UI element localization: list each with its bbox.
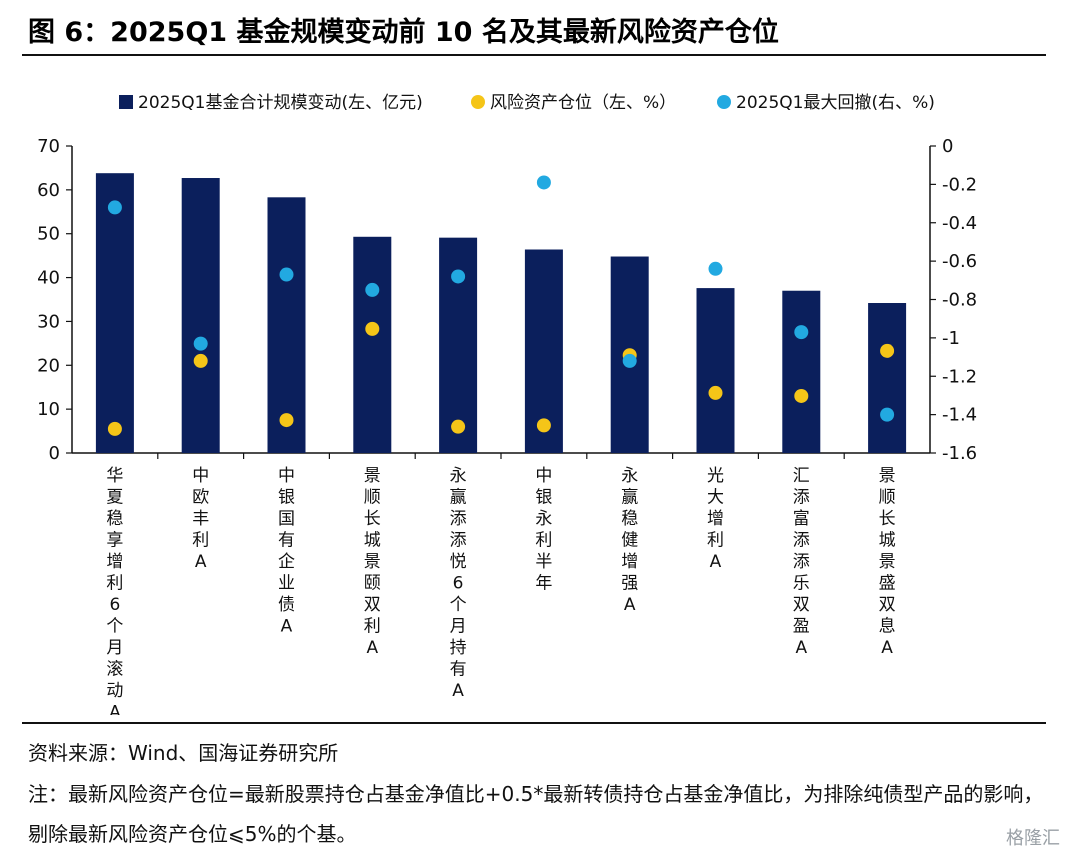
max-drawdown-point (107, 200, 122, 215)
max-drawdown-point (708, 261, 723, 276)
x-tick-label: 华夏稳享增利 6 个月滚动 A (106, 466, 123, 715)
bar (353, 236, 392, 453)
risk-position-point (794, 388, 809, 403)
bar (782, 290, 821, 453)
risk-position-point (107, 421, 122, 436)
footnote: 注：最新风险资产仓位=最新股票持仓占基金净值比+0.5*最新转债持仓占基金净值比… (28, 782, 1044, 846)
risk-position-point (880, 343, 895, 358)
x-tick-label: 中银国有企业债 A (278, 466, 295, 637)
x-tick-label: 永赢添添悦 6 个月持有 A (450, 466, 467, 701)
y-left-tick-label: 60 (37, 180, 60, 201)
y-left-tick-label: 40 (37, 268, 60, 289)
legend-dot-swatch (717, 95, 731, 109)
legend-label: 2025Q1基金合计规模变动(左、亿元) (138, 93, 423, 113)
y-right-tick-label: -0.4 (942, 213, 977, 234)
max-drawdown-point (193, 336, 208, 351)
source-divider (22, 722, 1046, 724)
title-divider (22, 54, 1046, 56)
legend-label: 2025Q1最大回撤(右、%) (736, 93, 935, 113)
max-drawdown-point (279, 267, 294, 282)
y-left-tick-label: 20 (37, 355, 60, 376)
risk-position-point (279, 413, 294, 428)
y-left-tick-label: 10 (37, 399, 60, 420)
bar (181, 178, 220, 453)
y-right-tick-label: -0.8 (942, 290, 977, 311)
max-drawdown-point (536, 175, 551, 190)
y-right-tick-label: 0 (942, 136, 953, 157)
x-tick-label: 中银永利半年 (535, 466, 552, 594)
max-drawdown-point (880, 407, 895, 422)
figure-title: 图 6：2025Q1 基金规模变动前 10 名及其最新风险资产仓位 (28, 17, 779, 48)
bar (696, 288, 735, 453)
y-left-tick-label: 30 (37, 311, 60, 332)
risk-position-point (193, 353, 208, 368)
y-left-tick-label: 50 (37, 224, 60, 245)
y-right-tick-label: -1.6 (942, 443, 977, 464)
risk-position-point (536, 418, 551, 433)
x-tick-label: 汇添富添添乐双盈 A (793, 466, 810, 658)
risk-position-point (365, 321, 380, 336)
risk-position-point (451, 419, 466, 434)
x-tick-label: 景顺长城景盛双息 A (879, 466, 896, 658)
risk-position-point (708, 385, 723, 400)
legend-dot-swatch (471, 95, 485, 109)
legend-label: 风险资产仓位（左、%） (490, 93, 676, 113)
x-tick-label: 景顺长城景颐双利 A (364, 466, 381, 658)
max-drawdown-point (365, 282, 380, 297)
max-drawdown-point (794, 325, 809, 340)
legend-bar-swatch (119, 95, 133, 109)
y-left-tick-label: 70 (37, 136, 60, 157)
bar (868, 303, 907, 453)
y-left-tick-label: 0 (49, 443, 60, 464)
bar (95, 173, 134, 453)
y-right-tick-label: -1.4 (942, 405, 977, 426)
x-tick-label: 光大增利 A (707, 466, 724, 572)
x-tick-label: 中欧丰利 A (192, 466, 209, 572)
max-drawdown-point (622, 353, 637, 368)
max-drawdown-point (451, 269, 466, 284)
source-note: 资料来源：Wind、国海证券研究所 (28, 741, 339, 765)
y-right-tick-label: -0.6 (942, 251, 977, 272)
y-right-tick-label: -1.2 (942, 366, 977, 387)
chart: 2025Q1基金合计规模变动(左、亿元) 风险资产仓位（左、%） 2025Q1最大回… (37, 93, 977, 715)
x-tick-label: 永赢稳健增强 A (621, 466, 638, 615)
y-right-tick-label: -1 (942, 328, 960, 349)
bar (267, 197, 306, 453)
watermark: 格隆汇 (1006, 828, 1060, 849)
y-right-tick-label: -0.2 (942, 174, 977, 195)
